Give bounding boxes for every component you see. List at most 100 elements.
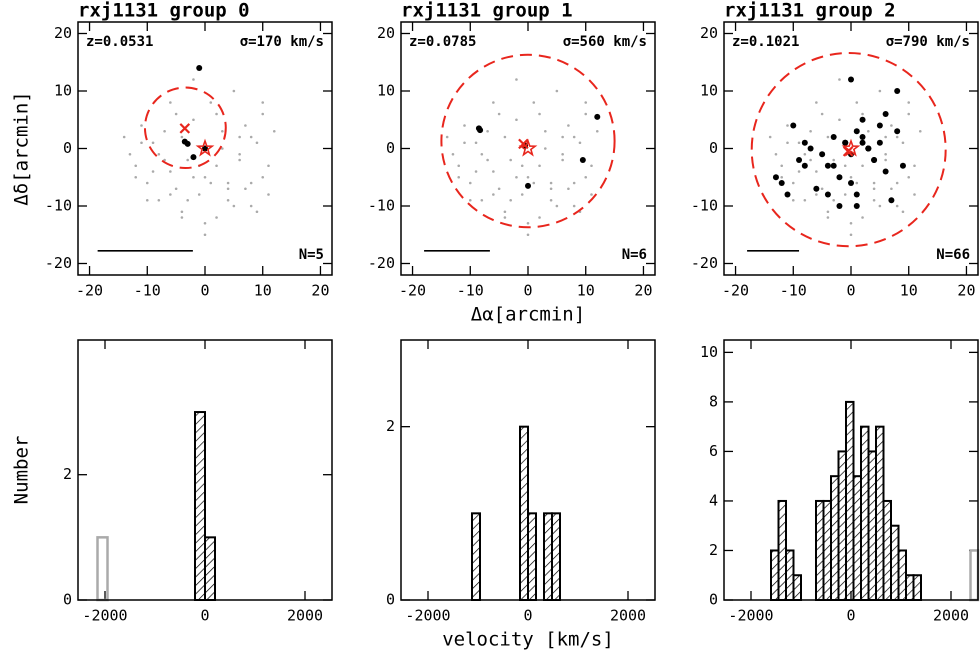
- histogram-bar: [551, 512, 561, 601]
- field-galaxy: [503, 135, 507, 139]
- field-galaxy: [884, 152, 887, 156]
- y-tick-label: 0: [63, 139, 72, 157]
- histogram-bar: [519, 425, 529, 601]
- x-tick-label: 0: [523, 282, 532, 300]
- y-tick-label: -10: [368, 197, 395, 215]
- field-galaxy: [492, 170, 495, 173]
- field-galaxy: [480, 198, 484, 202]
- field-galaxy: [913, 164, 916, 168]
- y-tick-label: -20: [691, 254, 718, 272]
- field-galaxy: [203, 221, 207, 225]
- field-galaxy: [797, 170, 801, 173]
- x-tick-label: 20: [634, 282, 652, 300]
- x-tick-label: 2000: [287, 607, 323, 625]
- member-galaxy: [772, 174, 779, 181]
- y-tick-label: 4: [709, 491, 718, 509]
- y-tick-label: -20: [45, 254, 72, 272]
- member-galaxy: [190, 154, 197, 161]
- dispersion-label: σ=560 km/s: [563, 34, 647, 50]
- member-galaxy: [842, 139, 849, 146]
- x-tick-label: 2000: [933, 607, 969, 625]
- y-tick-label: 10: [377, 82, 395, 100]
- field-galaxy: [249, 181, 253, 185]
- field-galaxy: [907, 101, 911, 104]
- x-tick-label: 0: [200, 282, 209, 300]
- field-galaxy: [163, 158, 166, 162]
- field-galaxy: [122, 135, 126, 139]
- field-galaxy: [480, 152, 484, 156]
- y-tick-label: 20: [700, 24, 718, 42]
- field-galaxy: [463, 124, 466, 127]
- member-galaxy: [594, 113, 601, 120]
- field-galaxy: [803, 152, 807, 156]
- field-galaxy: [890, 124, 893, 127]
- field-galaxy: [820, 112, 824, 116]
- field-galaxy: [849, 233, 853, 237]
- field-galaxy: [584, 112, 588, 116]
- field-galaxy: [509, 198, 512, 202]
- field-galaxy: [492, 193, 495, 196]
- histogram-bar: [204, 536, 216, 602]
- histogram-bar: [837, 450, 847, 601]
- field-galaxy: [463, 141, 466, 145]
- field-galaxy: [238, 152, 241, 156]
- member-galaxy: [859, 116, 866, 123]
- center-marker: [518, 138, 538, 157]
- member-galaxy: [784, 191, 791, 198]
- x-tick-label: -10: [134, 282, 161, 300]
- bcg-marker: [179, 123, 191, 134]
- x-tick-label: 10: [900, 282, 918, 300]
- field-galaxy: [232, 204, 236, 208]
- field-galaxy: [186, 198, 189, 202]
- histogram-bar: [830, 475, 840, 602]
- member-galaxy: [848, 76, 854, 83]
- x-tick-label: -20: [76, 282, 103, 300]
- field-galaxy: [134, 164, 138, 168]
- field-galaxy: [515, 78, 518, 81]
- field-galaxy: [838, 118, 841, 122]
- y-tick-label: 20: [54, 24, 72, 42]
- field-galaxy: [561, 158, 564, 162]
- member-galaxy: [888, 197, 895, 204]
- member-galaxy: [899, 162, 906, 169]
- panel-title: rxj1131 group 2: [724, 0, 896, 22]
- member-galaxy: [778, 180, 785, 186]
- field-galaxy: [584, 101, 588, 104]
- field-galaxy: [192, 118, 195, 122]
- member-galaxy: [853, 128, 860, 135]
- field-galaxy: [768, 135, 772, 139]
- member-galaxy: [801, 139, 808, 146]
- field-galaxy: [590, 164, 593, 168]
- histogram-bar: [860, 425, 870, 601]
- field-galaxy: [503, 216, 507, 219]
- field-galaxy: [890, 187, 893, 191]
- field-galaxy: [468, 181, 472, 185]
- x-tick-label: -10: [457, 282, 484, 300]
- x-tick-label: -2000: [405, 607, 450, 625]
- field-galaxy: [549, 198, 553, 202]
- member-galaxy: [876, 122, 883, 129]
- field-galaxy: [249, 204, 253, 208]
- field-galaxy: [192, 175, 195, 179]
- field-galaxy: [238, 158, 241, 162]
- field-galaxy: [451, 152, 455, 156]
- histogram-bar: [815, 499, 825, 602]
- field-galaxy: [197, 193, 201, 196]
- field-galaxy: [567, 124, 570, 127]
- field-galaxy: [468, 198, 472, 202]
- y-tick-label: 6: [709, 442, 718, 460]
- field-galaxy: [884, 158, 887, 162]
- redshift-label: z=0.1021: [732, 34, 799, 50]
- y-tick-label: 0: [386, 139, 395, 157]
- field-galaxy: [209, 101, 213, 104]
- member-galaxy: [819, 151, 826, 158]
- field-galaxy: [474, 141, 478, 145]
- field-galaxy: [826, 216, 830, 219]
- member-galaxy: [859, 139, 866, 146]
- plot-frame: [400, 21, 656, 276]
- field-galaxy: [549, 187, 553, 191]
- member-galaxy: [894, 128, 901, 135]
- field-galaxy: [572, 204, 576, 208]
- field-galaxy: [215, 216, 218, 219]
- histogram-bar: [777, 499, 787, 602]
